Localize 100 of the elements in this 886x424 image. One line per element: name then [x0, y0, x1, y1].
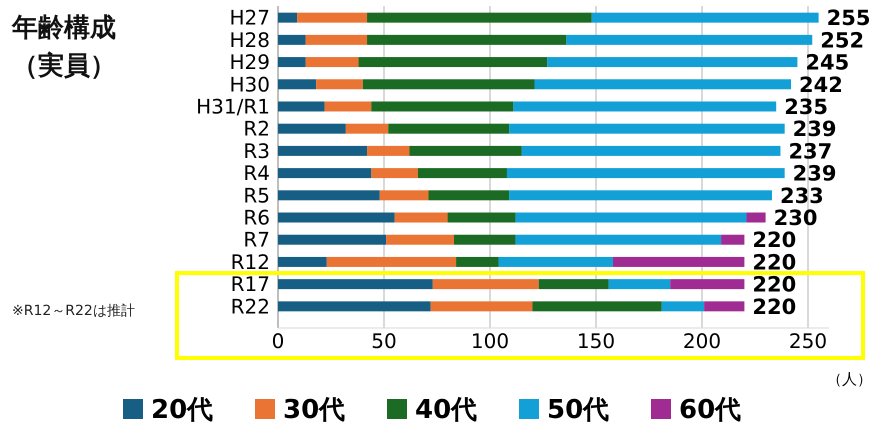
- bar: [608, 279, 670, 290]
- legend-label: 30代: [283, 395, 346, 424]
- bar: [430, 301, 532, 312]
- bar: [409, 146, 522, 156]
- x-tick-label: 250: [788, 329, 828, 353]
- bar: [367, 34, 566, 45]
- bar: [278, 234, 386, 245]
- bar: [532, 301, 662, 312]
- bar: [306, 34, 368, 45]
- bar: [278, 124, 346, 134]
- bar: [418, 168, 507, 178]
- total-label: 252: [820, 28, 864, 52]
- bar: [612, 256, 744, 267]
- bar: [367, 146, 410, 156]
- total-label: 255: [826, 6, 870, 30]
- bar: [721, 234, 744, 245]
- bar: [278, 190, 380, 200]
- bar: [498, 256, 613, 267]
- total-label: 242: [799, 72, 843, 97]
- y-tick-label: R4: [243, 161, 270, 186]
- legend-label: 50代: [547, 395, 610, 424]
- total-label: 220: [752, 250, 796, 274]
- x-tick-label: 50: [371, 329, 397, 353]
- total-label: 235: [784, 94, 828, 119]
- bar: [515, 212, 747, 223]
- bar: [278, 279, 433, 290]
- bar: [278, 256, 327, 267]
- y-tick-label: R7: [243, 228, 270, 252]
- legend-label: 40代: [415, 395, 478, 424]
- bar: [278, 301, 431, 312]
- bar: [326, 256, 456, 267]
- legend-label: 60代: [679, 395, 742, 424]
- x-tick-label: 100: [470, 329, 510, 353]
- bar: [456, 256, 498, 267]
- bar: [278, 34, 306, 45]
- bar: [454, 234, 516, 245]
- x-axis-title: （人）: [827, 370, 872, 388]
- bar: [592, 12, 819, 23]
- bar: [670, 279, 744, 290]
- bar: [522, 146, 780, 156]
- bar: [448, 212, 516, 223]
- y-tick-label: H29: [230, 50, 270, 74]
- legend-label: 20代: [151, 395, 214, 424]
- bar: [278, 146, 368, 156]
- text: ※R12～R22は推計: [12, 303, 135, 319]
- bar: [513, 101, 776, 112]
- x-tick-label: 150: [576, 329, 616, 353]
- bar: [566, 34, 812, 45]
- y-tick-label: R5: [243, 183, 270, 208]
- total-label: 233: [780, 184, 824, 208]
- bar: [278, 168, 372, 178]
- y-tick-label: R3: [243, 138, 270, 163]
- x-tick-label: 200: [682, 329, 722, 353]
- bar: [306, 57, 359, 68]
- bar: [358, 57, 548, 68]
- y-tick-label: R17: [230, 272, 270, 296]
- bar: [428, 190, 510, 200]
- y-tick-label: H30: [230, 72, 270, 96]
- bar: [367, 12, 592, 23]
- bar: [278, 79, 316, 90]
- total-label: 220: [752, 272, 796, 297]
- bar: [380, 190, 429, 200]
- text: （実員）: [12, 51, 116, 81]
- bar: [388, 124, 510, 134]
- total-label: 239: [792, 162, 837, 186]
- total-label: 220: [752, 228, 796, 252]
- text: 年齢構成: [11, 13, 116, 43]
- bar: [432, 279, 539, 290]
- bar: [297, 12, 368, 23]
- bar: [547, 57, 798, 68]
- bar: [371, 101, 514, 112]
- bar: [386, 234, 454, 245]
- x-tick-label: 0: [272, 329, 284, 353]
- total-label: 237: [788, 139, 832, 164]
- bar: [324, 101, 372, 112]
- bar: [394, 212, 448, 223]
- bar: [278, 101, 325, 112]
- bar: [506, 168, 785, 178]
- y-tick-label: R2: [243, 116, 270, 141]
- bar: [278, 212, 395, 223]
- bar: [278, 57, 306, 68]
- y-tick-label: H31/R1: [196, 94, 270, 118]
- bar: [538, 279, 609, 290]
- bar: [362, 79, 535, 90]
- bar: [316, 79, 363, 90]
- bar: [278, 12, 298, 23]
- bar: [371, 168, 418, 178]
- y-tick-label: H28: [230, 28, 270, 52]
- y-tick-label: H27: [230, 6, 270, 30]
- bar: [509, 124, 785, 134]
- bar: [704, 301, 744, 312]
- total-label: 230: [774, 206, 818, 230]
- bar: [662, 301, 704, 312]
- y-tick-label: R12: [230, 250, 270, 274]
- bar: [346, 124, 388, 134]
- total-label: 239: [792, 117, 837, 142]
- y-tick-label: R6: [243, 206, 270, 230]
- total-label: 245: [805, 50, 850, 75]
- bar: [534, 79, 792, 90]
- y-tick-label: R22: [230, 294, 270, 318]
